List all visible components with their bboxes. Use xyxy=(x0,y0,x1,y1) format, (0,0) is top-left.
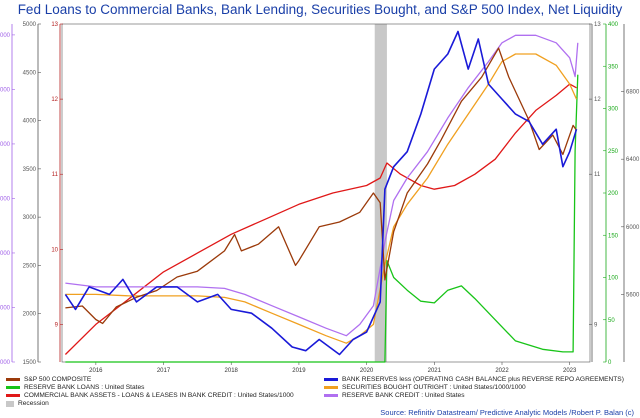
axis-tick-label-right-blue-1: 11 xyxy=(594,172,601,178)
axis-tick-label-left-red-2: 11 xyxy=(52,172,59,178)
legend-item-securities: SECURITIES BOUGHT OUTRIGHT : United Stat… xyxy=(324,384,526,391)
series-line-commercial xyxy=(64,83,577,355)
axis-tick-label-right-green-7: 350 xyxy=(608,64,619,70)
axis-tick-label-right-blue-0: 9 xyxy=(594,322,598,328)
axis-tick-label-left-gray-1: 2000 xyxy=(23,312,37,318)
axis-tick-label-left-gray-7: 5000 xyxy=(23,22,37,28)
legend-label-sp500: S&P 500 COMPOSITE xyxy=(24,376,92,383)
axis-tick-label-left-gray-6: 4500 xyxy=(23,70,37,76)
axis-tick-label-right-green-3: 150 xyxy=(608,233,619,239)
x-tick-label-2018: 2018 xyxy=(225,368,239,374)
x-tick-label-2016: 2016 xyxy=(89,368,103,374)
axis-tick-label-left-purple-3: 6000 xyxy=(0,196,11,202)
chart-title: Fed Loans to Commercial Banks, Bank Lend… xyxy=(17,2,623,17)
chart-source: Source: Refinitiv Datastream/ Predictive… xyxy=(380,408,634,417)
legend-swatch-reserve-credit xyxy=(324,394,338,397)
axis-tick-label-right-green-6: 300 xyxy=(608,107,619,113)
axis-tick-label-left-purple-6: 9000 xyxy=(0,33,11,39)
axis-tick-label-left-purple-0: 3000 xyxy=(0,360,11,366)
legend-swatch-bank-reserves xyxy=(324,378,338,381)
x-tick-label-2021: 2021 xyxy=(428,368,442,374)
legend-label-commercial: COMMERCIAL BANK ASSETS - LOANS & LEASES … xyxy=(24,392,294,399)
legend-swatch-recession xyxy=(6,400,14,407)
legend-label-bank-reserves: BANK RESERVES less (OPERATING CASH BALAN… xyxy=(342,376,624,383)
axis-tick-label-right-blue-2: 12 xyxy=(594,97,601,103)
axis-tick-label-left-purple-5: 8000 xyxy=(0,87,11,93)
legend-item-sp500: S&P 500 COMPOSITE xyxy=(6,376,91,383)
axis-tick-label-left-gray-5: 4000 xyxy=(23,119,37,125)
axis-tick-label-left-red-1: 10 xyxy=(51,247,58,253)
axis-tick-label-right-gray-3: 6800 xyxy=(626,90,640,96)
axis-tick-label-left-gray-3: 3000 xyxy=(23,215,37,221)
axis-tick-label-right-gray-0: 5600 xyxy=(626,292,640,298)
axis-tick-label-left-gray-2: 2500 xyxy=(23,263,37,269)
axis-tick-label-right-gray-2: 6400 xyxy=(626,157,640,163)
axis-tick-label-left-gray-4: 3500 xyxy=(23,167,37,173)
axis-tick-label-left-red-4: 13 xyxy=(51,22,58,28)
legend-swatch-reserve-loans xyxy=(6,386,20,389)
axis-tick-label-right-green-0: 0 xyxy=(608,360,612,366)
axis-tick-label-left-purple-4: 7000 xyxy=(0,142,11,148)
legend-item-reserve-loans: RESERVE BANK LOANS : United States xyxy=(6,384,144,391)
legend-swatch-securities xyxy=(324,386,338,389)
plot-frame xyxy=(61,23,591,363)
legend-swatch-commercial xyxy=(6,394,20,397)
axis-tick-label-right-green-2: 100 xyxy=(608,276,619,282)
legend-item-commercial: COMMERCIAL BANK ASSETS - LOANS & LEASES … xyxy=(6,392,294,399)
x-tick-label-2017: 2017 xyxy=(157,368,171,374)
x-tick-label-2022: 2022 xyxy=(495,368,509,374)
legend-label-reserve-credit: RESERVE BANK CREDIT : United States xyxy=(342,392,465,399)
legend-swatch-sp500 xyxy=(6,378,20,381)
legend-item-bank-reserves: BANK RESERVES less (OPERATING CASH BALAN… xyxy=(324,376,624,383)
axis-tick-label-left-purple-1: 4000 xyxy=(0,305,11,311)
series-line-securities xyxy=(65,53,578,344)
axis-tick-label-left-purple-2: 5000 xyxy=(0,251,11,257)
series-line-reserve-loans xyxy=(65,74,579,363)
series-line-reserve-credit xyxy=(65,34,579,337)
legend-item-reserve-credit: RESERVE BANK CREDIT : United States xyxy=(324,392,465,399)
axis-tick-label-right-green-1: 50 xyxy=(608,318,615,324)
x-tick-label-2023: 2023 xyxy=(563,368,577,374)
legend-label-recession: Recession xyxy=(18,400,49,407)
axis-tick-label-right-blue-3: 13 xyxy=(594,22,601,28)
axis-tick-label-left-red-0: 9 xyxy=(55,322,59,328)
axis-tick-label-left-gray-0: 1500 xyxy=(23,360,37,366)
axis-tick-label-right-green-5: 250 xyxy=(608,149,619,155)
axis-tick-label-right-green-4: 200 xyxy=(608,191,619,197)
series-line-sp500 xyxy=(65,47,578,325)
legend-item-recession: Recession xyxy=(6,400,49,407)
legend-label-securities: SECURITIES BOUGHT OUTRIGHT : United Stat… xyxy=(342,384,526,391)
series-line-bank-reserves xyxy=(64,30,578,356)
x-tick-label-2020: 2020 xyxy=(360,368,374,374)
axis-tick-label-left-red-3: 12 xyxy=(51,97,58,103)
x-tick-label-2019: 2019 xyxy=(292,368,306,374)
axis-tick-label-right-gray-1: 6000 xyxy=(626,225,640,231)
legend-label-reserve-loans: RESERVE BANK LOANS : United States xyxy=(24,384,145,391)
recession-band xyxy=(374,24,387,362)
axis-tick-label-right-green-8: 400 xyxy=(608,22,619,28)
